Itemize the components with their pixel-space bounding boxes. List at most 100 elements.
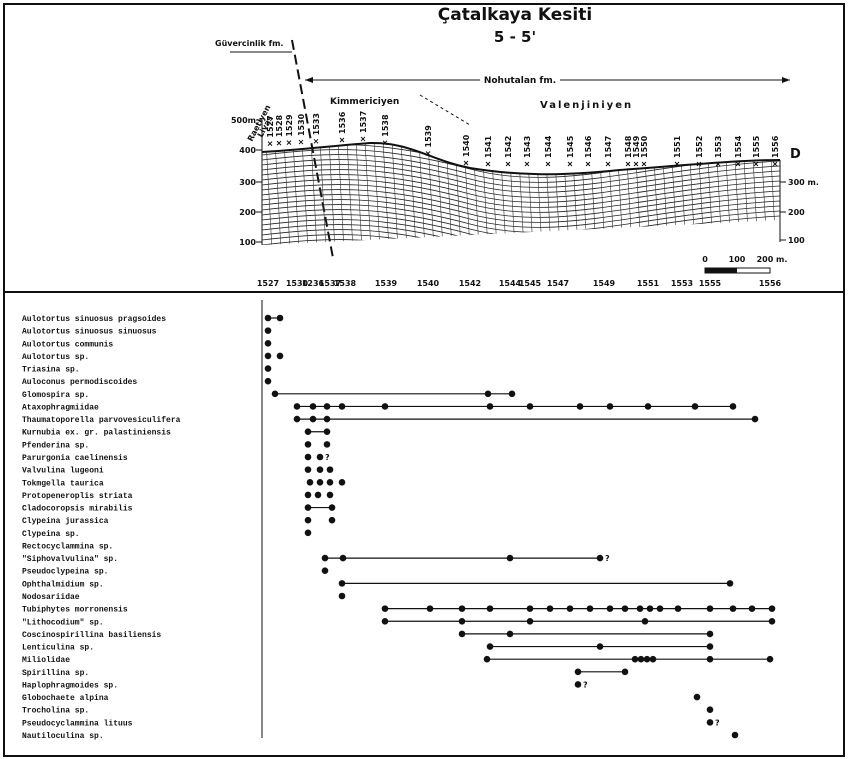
sample-label: 1530 [297,113,306,136]
scale-label: 100 [729,255,746,264]
stage-boundary [420,95,470,125]
taxon-name: Auloconus permodiscoides [22,378,137,387]
occurrence [317,479,324,486]
sample-label: 1547 [604,136,613,158]
occurrence [622,669,629,676]
taxon-name: Pseudoclypeina sp. [22,568,108,577]
occurrence [459,631,466,638]
taxon-name: Trocholina sp. [22,707,89,716]
sample-mark [506,162,510,166]
taxon-name: Lenticulina sp. [22,644,94,653]
occurrence [707,656,714,663]
occurrence [329,504,336,511]
sample-label: 1538 [381,114,390,137]
taxon-name: Cladocoropsis mirabilis [22,505,133,514]
sample-label: 1545 [519,279,542,288]
sample-mark [464,161,468,165]
occurrence [607,605,614,612]
sample-mark [626,162,630,166]
occurrence [265,378,272,385]
occurrence [527,403,534,410]
occurrence [305,441,312,448]
occurrence [487,643,494,650]
sample-label: 1540 [462,134,471,157]
occurrence [339,479,346,486]
taxon-name: Aulotortus sp. [22,353,89,362]
sample-label: 1550 [640,135,649,158]
occurrence [339,403,346,410]
occurrence [329,517,336,524]
taxon-name: Rectocyclammina sp. [22,542,113,551]
scale-bar [705,268,737,273]
occurrence [305,428,312,435]
sample-mark [268,142,272,146]
occurrence [507,631,514,638]
taxon-name: Coscinospirillina basiliensis [22,631,161,640]
occurrence [459,605,466,612]
sample-label: 1539 [424,125,433,148]
occurrence [607,403,614,410]
occurrence [277,315,284,322]
query: ? [605,554,610,563]
joint [662,140,668,250]
sample-label: 1546 [584,135,593,158]
sample-label: 1554 [734,135,743,158]
occurrence [567,605,574,612]
occurrence [675,605,682,612]
occurrence [327,479,334,486]
occurrence [527,618,534,625]
end-label: D [790,147,801,162]
occurrence [310,403,317,410]
taxon-name: Aulotortus sinuosus pragsoides [22,315,166,324]
sample-label: 1549 [593,279,616,288]
formation: Nohutalan fm. [484,76,556,86]
occurrence [265,315,272,322]
occurrence [305,492,312,499]
sample-label: 1533 [312,113,321,135]
taxon-name: Spirillina sp. [22,669,89,678]
occurrence [294,403,301,410]
taxon-name: Miliolidae [22,656,70,665]
occurrence [707,631,714,638]
occurrence [324,416,331,423]
taxon-name: Pfenderina sp. [22,441,89,450]
occurrence [382,403,389,410]
occurrence [305,517,312,524]
occurrence [622,605,629,612]
taxon-name: Globochaete alpina [22,694,109,703]
sample-mark [568,162,572,166]
occurrence [577,403,584,410]
sample-label: 1556 [759,279,782,288]
sample-label: 1551 [637,279,660,288]
sample-label: 1539 [375,279,398,288]
occurrence [527,605,534,612]
occurrence [265,353,272,360]
occurrence [317,466,324,473]
occurrence [730,403,737,410]
taxon-name: Clypeina jurassica [22,517,109,526]
occurrence [327,466,334,473]
occurrence [637,605,644,612]
sample-mark [314,139,318,143]
occurrence [427,605,434,612]
sample-mark [361,137,365,141]
sample-label: 1527 [266,115,275,137]
occurrence [587,605,594,612]
taxon-name: Nodosariidae [22,593,80,602]
occurrence [294,416,301,423]
occurrence [642,618,649,625]
occurrence [487,605,494,612]
sample-mark [546,162,550,166]
elevation: 100 [239,238,256,247]
sample-label: 1551 [673,135,682,158]
taxon-name: "Siphovalvulina" sp. [22,555,118,564]
sample-mark [642,162,646,166]
occurrence [305,530,312,537]
occurrence [324,441,331,448]
joint [365,140,371,250]
sample-label: 1556 [771,135,780,158]
stratum [262,230,780,258]
taxon-name: Clypeina sp. [22,530,80,539]
occurrence [317,454,324,461]
joint [302,140,308,250]
